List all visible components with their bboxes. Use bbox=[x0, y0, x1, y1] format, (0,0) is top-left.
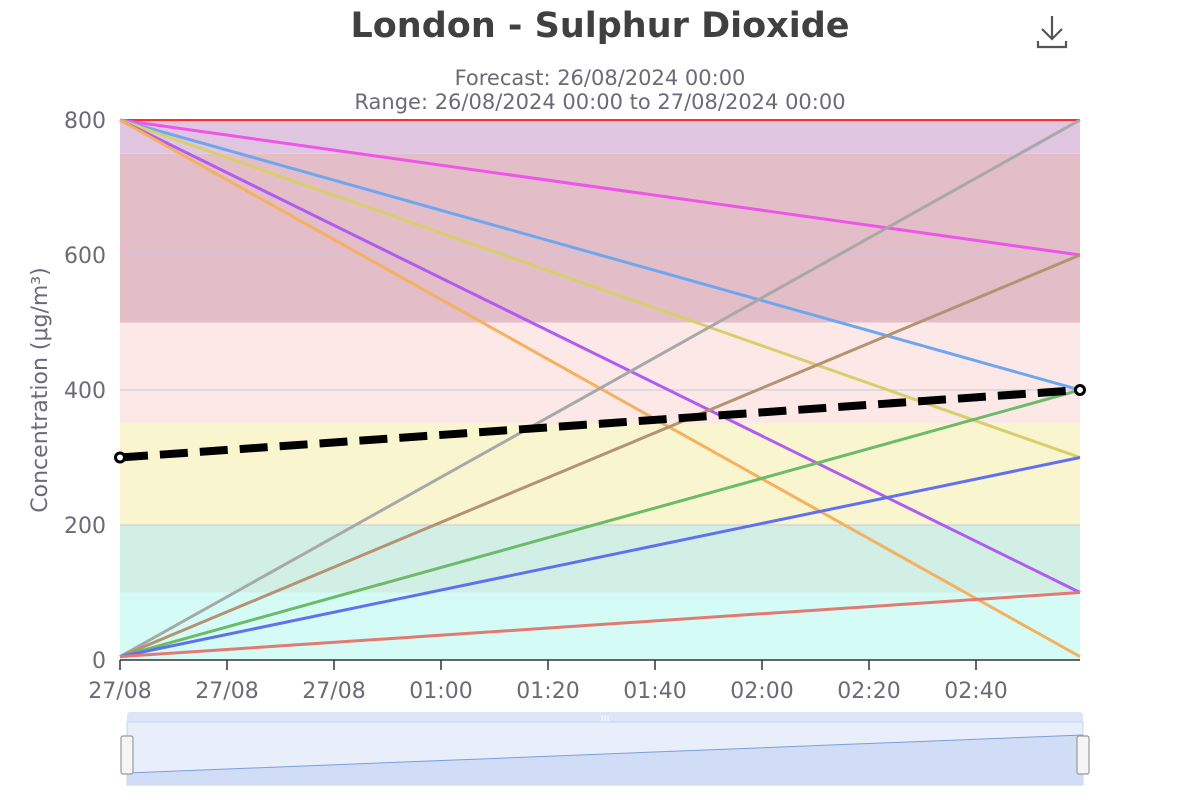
navigator-scrollbar bbox=[127, 712, 1083, 724]
navigator-handle-left[interactable] bbox=[120, 735, 134, 775]
concentration-bands bbox=[120, 120, 1080, 660]
series-line-1 bbox=[119, 118, 1081, 257]
series-line-7 bbox=[119, 253, 1081, 659]
navigator-grip: III bbox=[601, 714, 610, 725]
y-tick-label: 600 bbox=[64, 244, 106, 269]
y-tick-label: 0 bbox=[92, 649, 106, 674]
series-line-11 bbox=[119, 386, 1081, 462]
x-tick-label: 02:00 bbox=[730, 679, 793, 704]
chart-title: London - Sulphur Dioxide bbox=[350, 6, 850, 46]
navigator-handle-right[interactable] bbox=[1076, 735, 1090, 775]
x-tick-label: 02:20 bbox=[837, 679, 900, 704]
series-line-10 bbox=[119, 591, 1081, 659]
series-line-2 bbox=[119, 118, 1081, 392]
x-tick-label: 02:40 bbox=[944, 679, 1007, 704]
band-4 bbox=[120, 153, 1080, 323]
series-line-6 bbox=[119, 118, 1081, 658]
band-1 bbox=[120, 525, 1080, 593]
y-axis-title: Concentration (μg/m³) bbox=[28, 267, 53, 512]
y-tick-label: 200 bbox=[64, 514, 106, 539]
series-marker-11-0 bbox=[114, 451, 126, 464]
band-2 bbox=[120, 423, 1080, 525]
navigator: III bbox=[120, 712, 1090, 786]
x-tick-label: 27/08 bbox=[88, 679, 151, 704]
chart-subtitle-forecast: Forecast: 26/08/2024 00:00 bbox=[454, 66, 746, 90]
navigator-area bbox=[127, 735, 1083, 785]
series-marker-11-1 bbox=[1074, 384, 1086, 396]
x-tick-label: 27/08 bbox=[195, 679, 258, 704]
x-tick-label: 27/08 bbox=[302, 679, 365, 704]
y-tick-label: 800 bbox=[64, 109, 106, 134]
series-line-8 bbox=[119, 388, 1081, 659]
series-line-4 bbox=[119, 118, 1081, 594]
band-3 bbox=[120, 322, 1080, 424]
y-tick-label: 400 bbox=[64, 379, 106, 404]
navigator-line bbox=[126, 734, 1084, 774]
series-group bbox=[114, 118, 1086, 659]
download-icon[interactable] bbox=[1030, 12, 1074, 52]
series-line-9 bbox=[119, 456, 1081, 659]
x-tick-label: 01:20 bbox=[516, 679, 579, 704]
band-5 bbox=[120, 120, 1080, 154]
axes: 0 200 400 600 800 27/08 27/08 27/08 01:00 01:20 01… bbox=[28, 109, 1080, 704]
chart-subtitle-range: Range: 26/08/2024 00:00 to 27/08/2024 00… bbox=[354, 90, 846, 114]
x-tick-label: 01:00 bbox=[409, 679, 472, 704]
x-tick-label: 01:40 bbox=[623, 679, 686, 704]
